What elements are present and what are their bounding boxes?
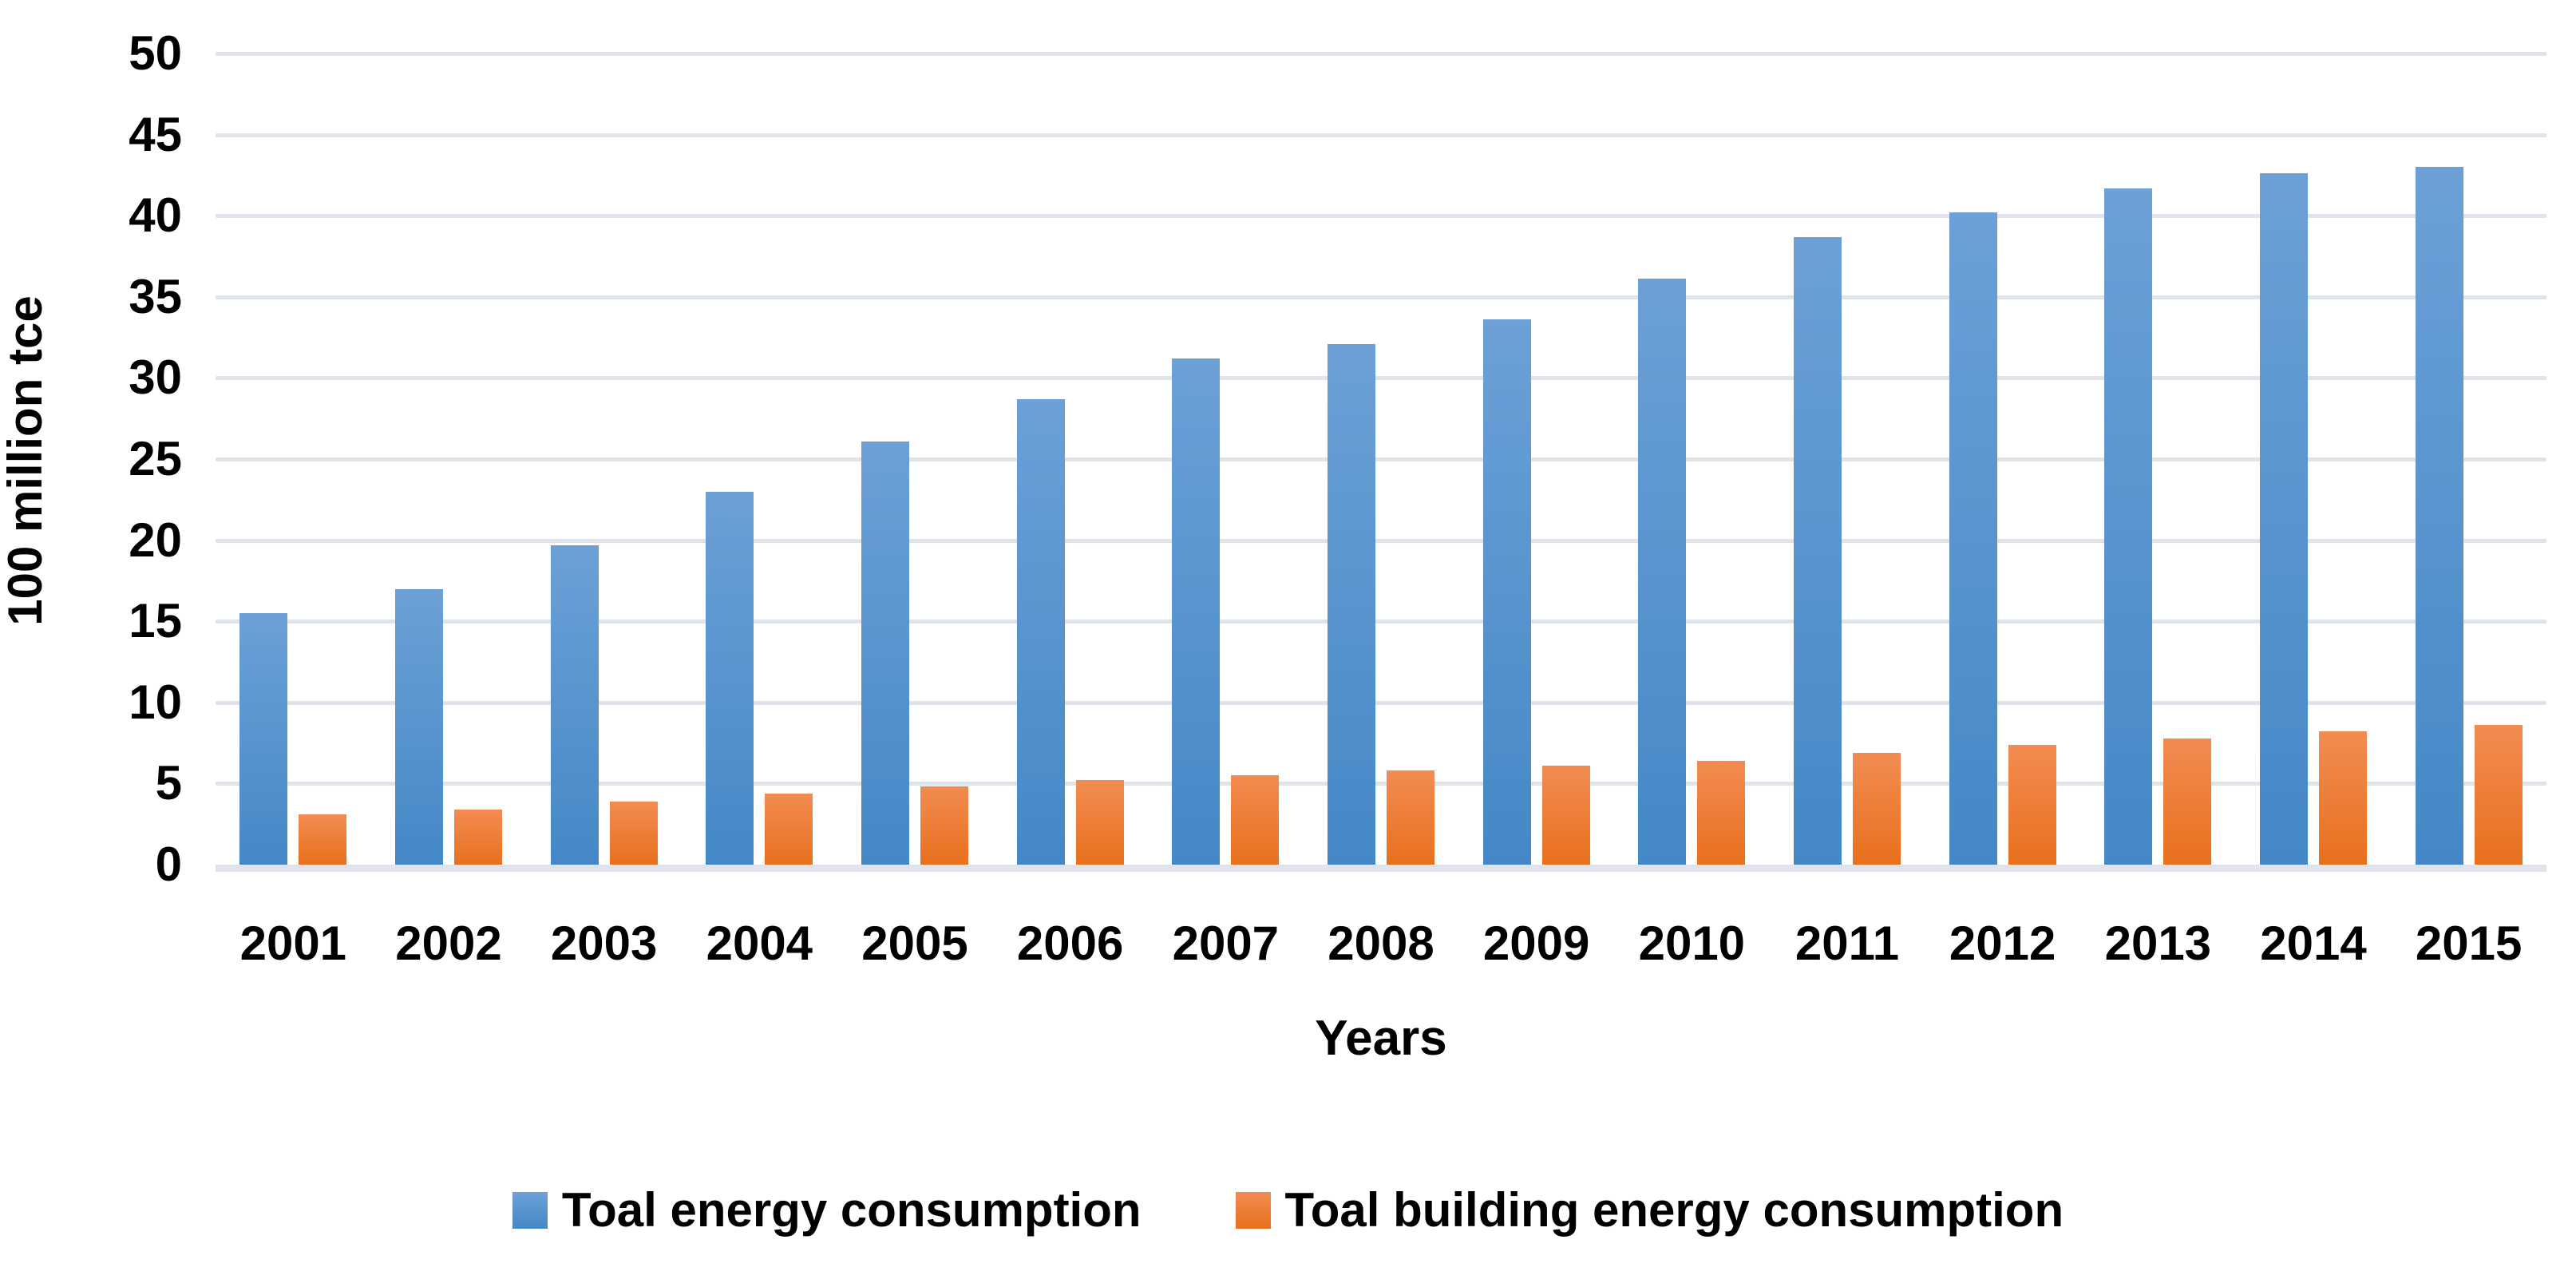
bar-group-2012 [1925,53,2080,865]
bar-group-2014 [2236,53,2392,865]
total-energy-bar-2009 [1482,319,1531,865]
bar-group-2008 [1304,53,1459,865]
bar-group-2002 [371,53,527,865]
x-tick-label-2015: 2015 [2415,917,2523,970]
x-tick-label-2014: 2014 [2260,917,2367,970]
bar-group-2001 [216,53,371,865]
y-tick-label-50: 50 [129,26,182,80]
legend-item-total-energy: Toal energy consumption [512,1185,1142,1236]
gridline-10 [216,700,2546,705]
x-tick-label-2004: 2004 [706,917,813,970]
legend-swatch-icon [512,1192,548,1229]
y-tick-label-45: 45 [129,107,182,161]
gridline-30 [216,376,2546,381]
gridline-40 [216,214,2546,219]
building-energy-bar-2009 [1541,766,1590,865]
building-energy-bar-2011 [1852,752,1901,865]
bar-group-2013 [2080,53,2236,865]
x-tick-label-2001: 2001 [239,917,347,970]
bar-group-2010 [1614,53,1770,865]
x-tick-label-2005: 2005 [861,917,968,970]
legend-swatch-icon [1235,1192,1271,1229]
gridline-35 [216,295,2546,299]
x-axis-baseline [216,865,2546,872]
building-energy-bar-2012 [2008,744,2056,865]
y-tick-label-30: 30 [129,350,182,405]
x-tick-label-2003: 2003 [550,917,658,970]
total-energy-bar-2011 [1793,236,1842,865]
total-energy-bar-2004 [706,491,754,865]
x-tick-label-2007: 2007 [1172,917,1280,970]
y-tick-label-15: 15 [129,594,182,648]
y-tick-label-35: 35 [129,269,182,323]
x-tick-label-2013: 2013 [2104,917,2212,970]
total-energy-bar-2014 [2259,173,2308,865]
building-energy-bar-2003 [609,801,658,865]
legend: Toal energy consumption Toal building ene… [0,1185,2576,1236]
x-tick-label-2011: 2011 [1794,917,1900,970]
total-energy-bar-2002 [394,588,443,865]
building-energy-bar-2010 [1697,760,1746,865]
legend-label: Toal energy consumption [561,1183,1142,1237]
building-energy-bar-2008 [1386,770,1434,865]
total-energy-bar-2005 [861,441,909,865]
x-tick-label-2010: 2010 [1638,917,1746,970]
bar-group-2011 [1770,53,1925,865]
total-energy-bar-2008 [1327,343,1375,865]
building-energy-bar-2002 [453,809,502,865]
y-tick-label-20: 20 [129,513,182,567]
legend-item-building-energy: Toal building energy consumption [1235,1183,2064,1237]
total-energy-bar-2012 [1949,212,1997,865]
building-energy-bar-2006 [1075,780,1124,865]
x-tick-label-2002: 2002 [395,917,502,970]
y-tick-label-10: 10 [129,675,182,729]
x-tick-label-2009: 2009 [1482,917,1590,970]
building-energy-bar-2015 [2474,725,2523,865]
bar-group-2009 [1458,53,1614,865]
building-energy-bar-2013 [2163,738,2212,865]
gridline-15 [216,620,2546,624]
building-energy-bar-2007 [1231,775,1280,865]
bar-group-2007 [1148,53,1304,865]
y-tick-label-40: 40 [129,188,182,243]
x-tick-label-2008: 2008 [1328,917,1434,970]
total-energy-bar-2010 [1638,279,1687,865]
total-energy-bar-2013 [2104,188,2153,865]
total-energy-bar-2001 [239,613,288,865]
building-energy-bar-2001 [299,814,347,865]
gridline-20 [216,538,2546,543]
total-energy-bar-2015 [2415,167,2463,865]
plot-area [216,52,2546,872]
building-energy-bar-2014 [2318,731,2367,865]
building-energy-bar-2004 [765,793,813,865]
x-tick-label-2012: 2012 [1949,917,2056,970]
building-energy-bar-2005 [920,786,968,865]
y-tick-label-0: 0 [155,837,182,891]
bar-group-2004 [682,53,837,865]
total-energy-bar-2007 [1172,358,1221,865]
total-energy-bar-2003 [550,544,599,865]
bar-group-2006 [992,53,1148,865]
total-energy-bar-2006 [1016,398,1065,865]
gridline-25 [216,457,2546,461]
bar-group-2005 [837,53,993,865]
gridline-45 [216,133,2546,137]
bar-group-2015 [2391,53,2546,865]
y-tick-label-5: 5 [155,756,182,810]
bar-group-2003 [526,53,682,865]
y-tick-label-25: 25 [129,432,182,485]
x-tick-label-2006: 2006 [1016,917,1124,970]
gridline-5 [216,782,2546,786]
x-axis-title: Years [1315,1011,1447,1066]
gridline-50 [216,52,2546,56]
legend-label: Toal building energy consumption [1284,1183,2064,1237]
